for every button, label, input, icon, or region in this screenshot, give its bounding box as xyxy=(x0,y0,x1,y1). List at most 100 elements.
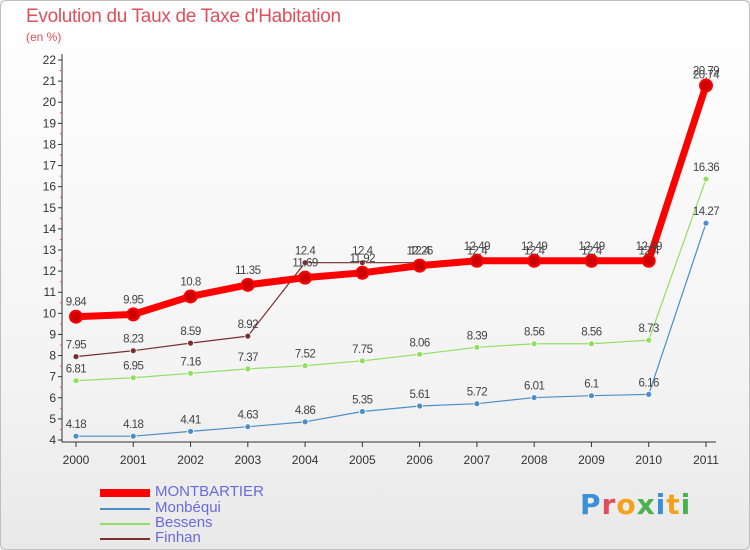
data-label-monbequi: 4.86 xyxy=(295,405,315,417)
data-label-montbartier: 10.8 xyxy=(180,276,200,288)
y-tick-label: 13 xyxy=(43,243,57,257)
chart-title: Evolution du Taux de Taxe d'Habitation xyxy=(26,6,341,27)
data-point-bessens xyxy=(244,365,252,373)
x-tick-label: 2011 xyxy=(693,453,719,467)
x-tick-label: 2000 xyxy=(63,453,90,467)
data-label-monbequi: 14.27 xyxy=(693,206,719,218)
logo-letter: i xyxy=(655,488,667,521)
data-label-bessens: 8.73 xyxy=(639,323,659,335)
data-point-finhan xyxy=(358,259,366,267)
data-label-monbequi: 4.18 xyxy=(123,419,143,431)
data-point-bessens xyxy=(358,357,366,365)
x-tick-label: 2009 xyxy=(578,453,605,467)
x-tick-label: 2002 xyxy=(177,453,204,467)
data-point-finhan xyxy=(129,347,137,355)
data-label-monbequi: 4.63 xyxy=(238,410,258,422)
data-point-bessens xyxy=(473,343,481,351)
data-label-bessens: 8.56 xyxy=(581,327,601,339)
data-label-monbequi: 5.72 xyxy=(467,387,487,399)
data-label-finhan: 12.4 xyxy=(581,246,602,258)
legend-label: Finhan xyxy=(155,529,201,546)
y-tick-label: 20 xyxy=(43,95,57,109)
data-point-bessens xyxy=(416,350,424,358)
x-tick-label: 2005 xyxy=(349,453,376,467)
legend-label: MONTBARTIER xyxy=(155,483,264,500)
x-tick-label: 2004 xyxy=(292,453,319,467)
proxiti-logo: Proxiti xyxy=(580,488,691,521)
y-tick-label: 19 xyxy=(43,116,57,130)
series-line-monbequi xyxy=(76,222,707,437)
data-point-montbartier xyxy=(183,289,198,304)
data-point-bessens xyxy=(187,369,194,377)
data-label-finhan: 8.23 xyxy=(123,334,143,346)
data-point-montbartier xyxy=(641,253,656,268)
data-point-monbequi xyxy=(473,400,481,408)
data-point-montbartier xyxy=(699,78,713,93)
data-label-finhan: 12.4 xyxy=(467,246,488,258)
data-label-montbartier: 9.84 xyxy=(66,297,87,309)
data-label-finhan: 7.95 xyxy=(66,340,86,352)
y-tick-label: 11 xyxy=(44,285,57,299)
logo-letter: P xyxy=(580,488,602,521)
data-label-monbequi: 4.41 xyxy=(180,414,200,426)
data-label-monbequi: 5.61 xyxy=(409,389,429,401)
data-label-bessens: 6.95 xyxy=(123,361,143,373)
y-tick-label: 17 xyxy=(43,159,57,173)
y-tick-label: 21 xyxy=(43,74,57,88)
data-point-montbartier xyxy=(298,270,313,285)
y-tick-label: 5 xyxy=(49,412,56,426)
data-label-bessens: 7.37 xyxy=(238,352,258,364)
data-label-finhan: 8.59 xyxy=(180,326,200,338)
data-point-bessens xyxy=(129,374,137,382)
data-point-monbequi xyxy=(187,427,194,435)
legend-label: Bessens xyxy=(155,514,213,531)
data-point-montbartier xyxy=(469,253,484,268)
data-point-finhan xyxy=(72,353,80,361)
data-label-finhan: 12.4 xyxy=(409,246,430,258)
data-label-finhan: 12.4 xyxy=(524,246,545,258)
series-line-finhan xyxy=(75,86,707,358)
y-tick-label: 10 xyxy=(43,306,57,320)
y-tick-label: 15 xyxy=(43,201,57,215)
logo-letter: x xyxy=(636,488,656,521)
x-tick-label: 2003 xyxy=(234,453,261,467)
x-tick-label: 2008 xyxy=(521,453,548,467)
logo-letter: o xyxy=(616,488,637,521)
data-label-montbartier: 12.49 xyxy=(578,241,604,253)
x-tick-label: 2001 xyxy=(120,453,147,467)
data-point-montbartier xyxy=(412,258,427,273)
data-label-montbartier: 12.26 xyxy=(406,246,432,258)
data-point-bessens xyxy=(588,340,595,348)
data-point-monbequi xyxy=(72,432,80,440)
data-label-bessens: 7.75 xyxy=(352,344,372,356)
x-tick-label: 2007 xyxy=(464,453,491,467)
data-point-montbartier xyxy=(355,265,370,280)
data-point-monbequi xyxy=(244,423,252,431)
y-tick-label: 9 xyxy=(49,327,56,341)
data-label-finhan: 12.4 xyxy=(352,246,373,258)
data-point-bessens xyxy=(72,377,80,385)
data-label-monbequi: 6.01 xyxy=(524,381,544,393)
data-label-montbartier: 11.92 xyxy=(350,253,376,265)
data-point-monbequi xyxy=(588,392,595,400)
x-tick-label: 2006 xyxy=(406,453,433,467)
data-label-monbequi: 4.18 xyxy=(66,419,86,431)
data-point-monbequi xyxy=(416,402,424,410)
data-label-bessens: 8.39 xyxy=(467,330,487,342)
data-label-bessens: 8.56 xyxy=(524,327,544,339)
data-point-monbequi xyxy=(645,390,653,398)
data-point-bessens xyxy=(702,175,710,183)
data-label-montbartier: 11.69 xyxy=(292,258,318,270)
y-tick-label: 8 xyxy=(49,349,56,363)
data-label-montbartier: 20.79 xyxy=(693,66,719,78)
data-label-bessens: 7.52 xyxy=(295,349,315,361)
data-label-bessens: 8.06 xyxy=(409,337,429,349)
data-point-monbequi xyxy=(358,408,366,415)
data-label-bessens: 7.16 xyxy=(180,356,200,368)
data-label-monbequi: 5.35 xyxy=(352,395,372,407)
y-axis-unit: (en %) xyxy=(26,30,62,44)
data-label-finhan: 12.4 xyxy=(295,246,316,258)
data-point-bessens xyxy=(301,362,309,370)
